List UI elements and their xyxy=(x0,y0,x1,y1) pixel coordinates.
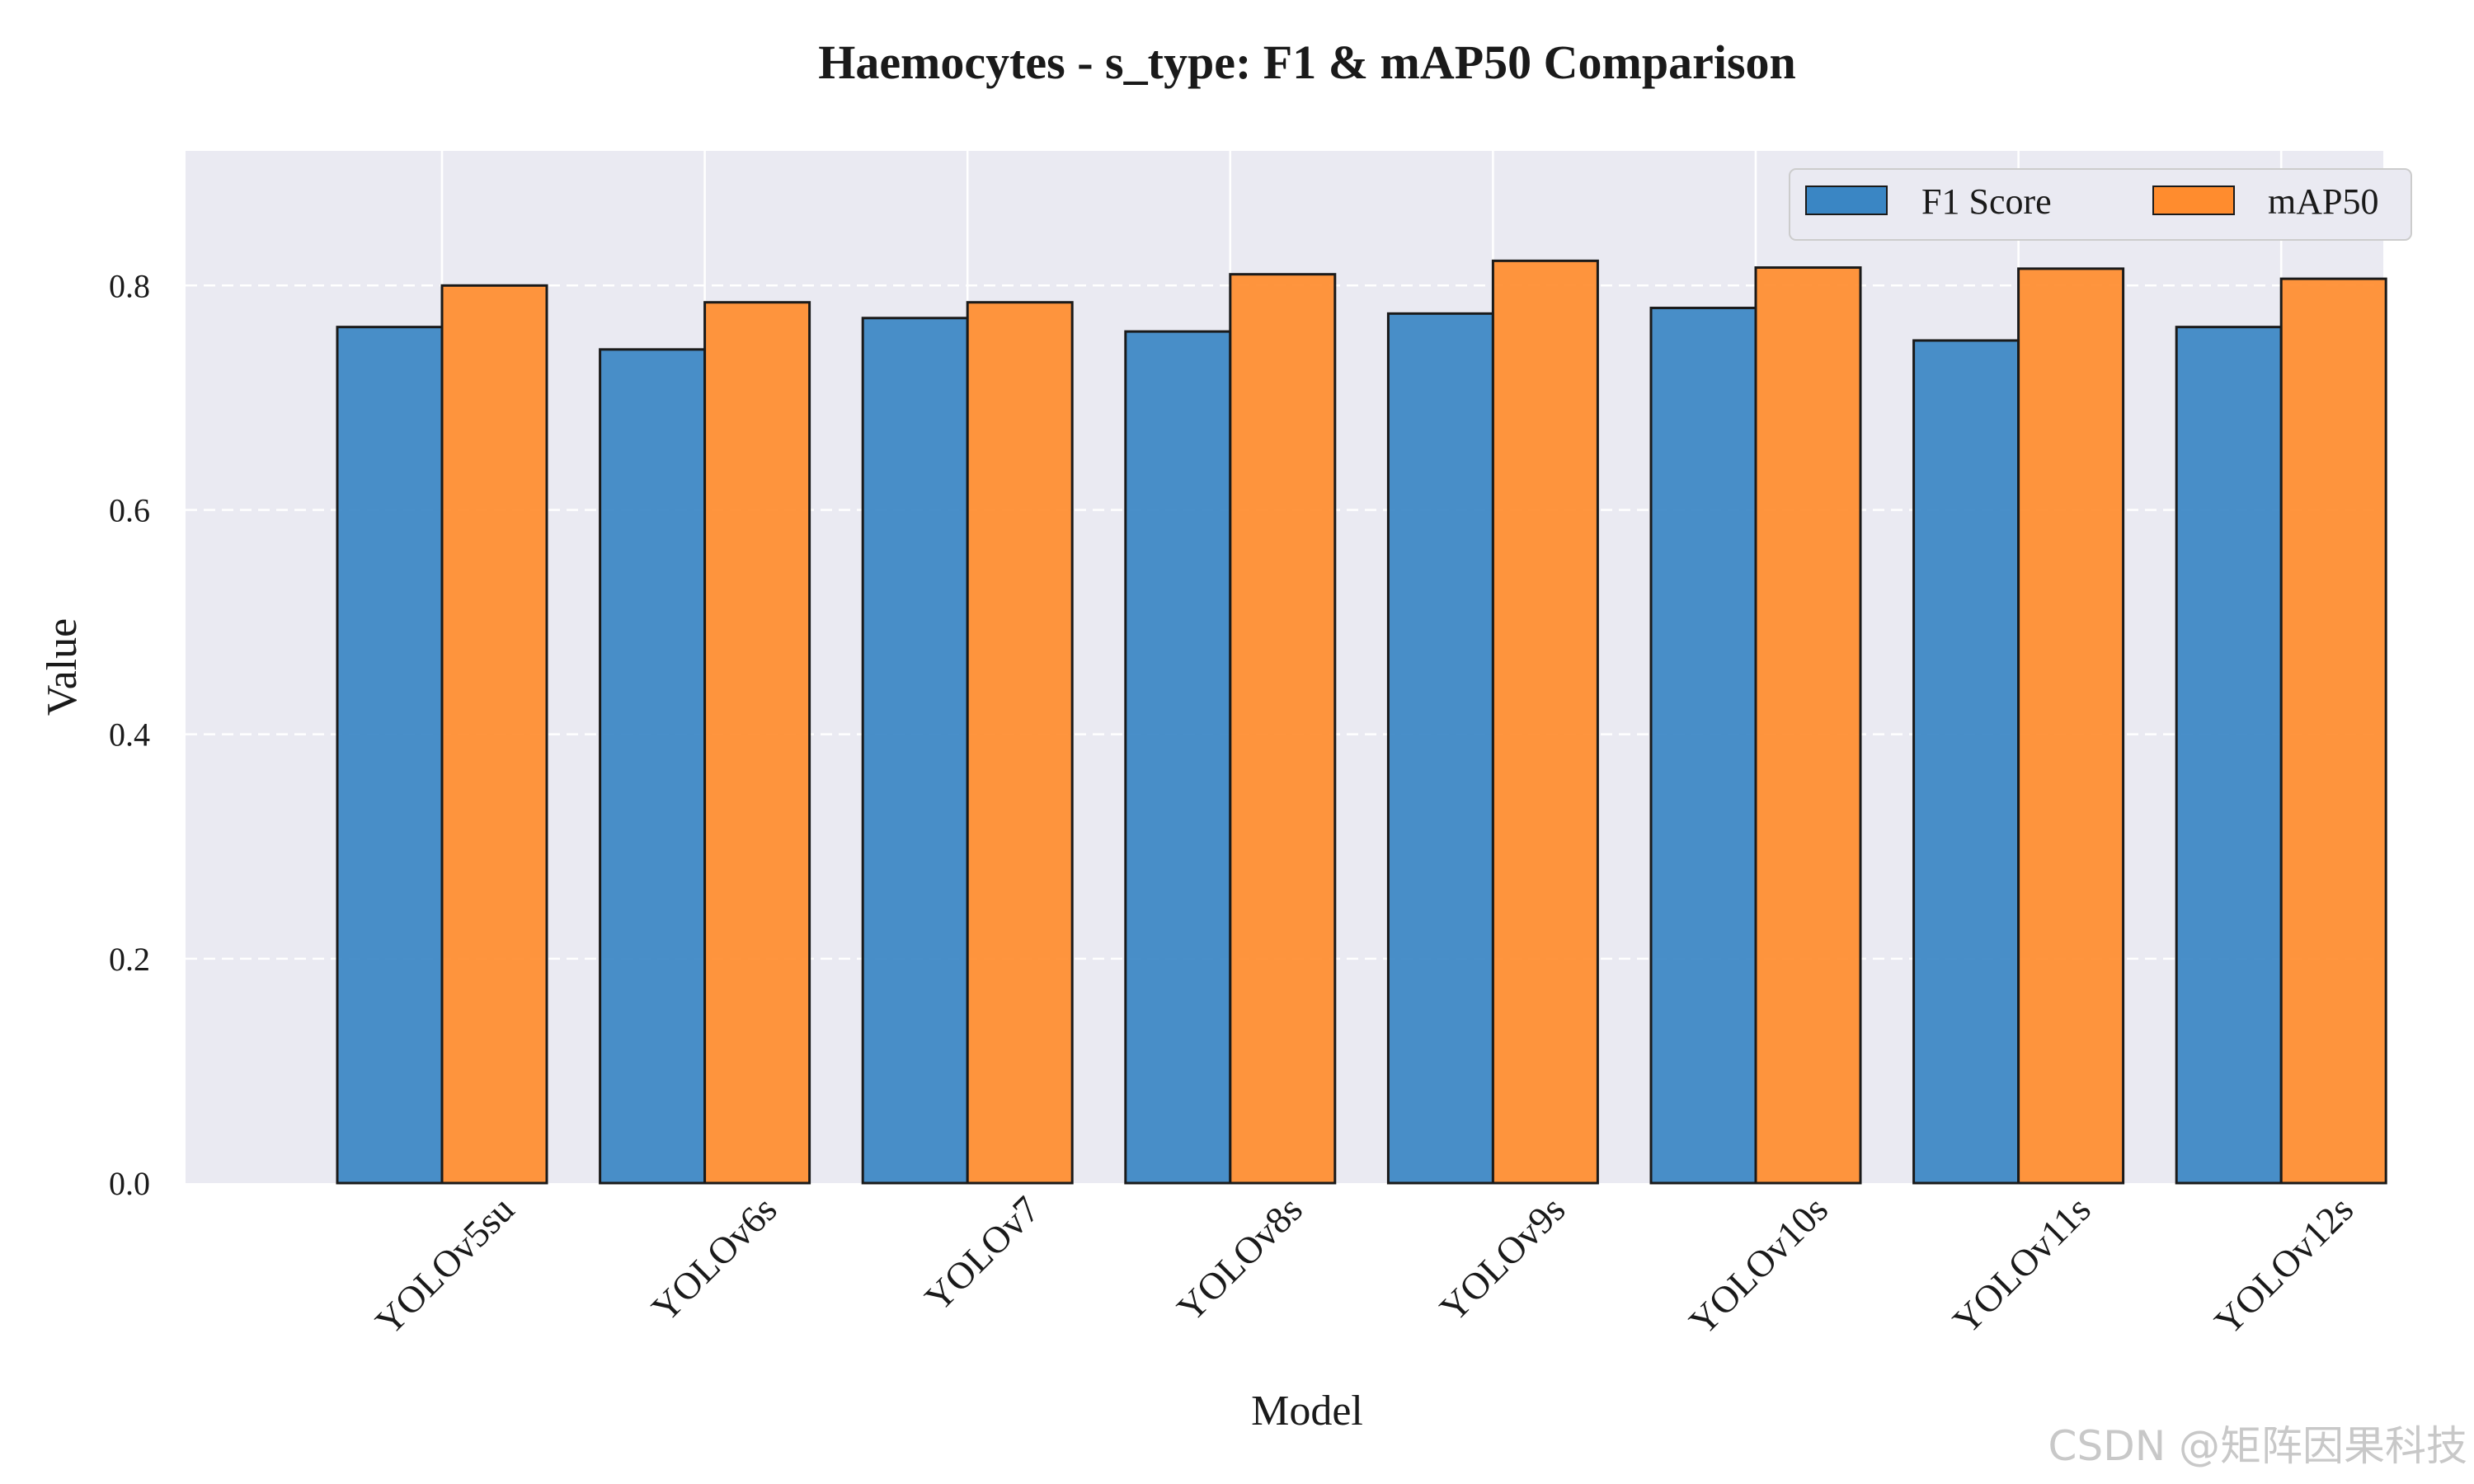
bar-map50-yolov5su xyxy=(440,284,548,1185)
legend: F1 Score mAP50 xyxy=(1789,168,2412,241)
x-tick-label-1: YOLOv6s xyxy=(643,1188,785,1330)
legend-label-map50: mAP50 xyxy=(2268,181,2378,222)
x-tick-layer: YOLOv5su YOLOv6s YOLOv7 YOLOv8s YOLOv9s YOLOv… xyxy=(367,1188,2361,1343)
legend-box xyxy=(1789,168,2412,241)
bar-map50-yolov7 xyxy=(966,301,1074,1185)
bar-map50-yolov12s xyxy=(2279,277,2387,1185)
bar-map50-yolov8s xyxy=(1229,273,1337,1185)
y-tick-label-2: 0.4 xyxy=(109,716,150,754)
bar-map50-yolov9s xyxy=(1491,259,1599,1185)
y-axis-label: Value xyxy=(39,618,86,716)
x-tick-label-6: YOLOv11s xyxy=(1945,1188,2099,1342)
bar-f1-yolov9s xyxy=(1386,312,1494,1185)
bar-f1-yolov7 xyxy=(861,317,969,1185)
bar-f1-yolov10s xyxy=(1649,307,1757,1185)
x-axis-label: Model xyxy=(1251,1388,1363,1435)
x-tick-label-5: YOLOv10s xyxy=(1681,1188,1836,1343)
watermark: CSDN @矩阵因果科技 xyxy=(2048,1422,2467,1470)
y-tick-layer: 0.0 0.2 0.4 0.6 0.8 xyxy=(109,267,150,1202)
chart-title: Haemocytes - s_type: F1 & mAP50 Comparis… xyxy=(818,35,1796,89)
bar-map50-yolov11s xyxy=(2017,267,2125,1185)
x-tick-label-4: YOLOv9s xyxy=(1432,1188,1573,1330)
y-tick-label-3: 0.6 xyxy=(109,491,150,528)
legend-swatch-f1 xyxy=(1805,186,1888,215)
x-tick-label-3: YOLOv8s xyxy=(1169,1188,1310,1330)
y-tick-label-0: 0.0 xyxy=(109,1165,150,1202)
bar-f1-yolov6s xyxy=(599,348,707,1185)
bars-layer xyxy=(336,259,2387,1185)
bar-f1-yolov5su xyxy=(336,326,444,1185)
x-tick-label-7: YOLOv12s xyxy=(2206,1188,2361,1343)
bar-f1-yolov12s xyxy=(2175,326,2283,1185)
legend-label-f1: F1 Score xyxy=(1921,181,2052,222)
bar-map50-yolov6s xyxy=(703,301,811,1185)
y-tick-label-4: 0.8 xyxy=(109,267,150,304)
x-tick-label-0: YOLOv5su xyxy=(367,1188,522,1343)
y-tick-label-1: 0.2 xyxy=(109,941,150,978)
bar-f1-yolov8s xyxy=(1124,330,1232,1185)
x-tick-label-2: YOLOv7 xyxy=(916,1188,1047,1319)
bar-f1-yolov11s xyxy=(1912,339,2020,1185)
bar-map50-yolov10s xyxy=(1754,266,1862,1185)
legend-swatch-map50 xyxy=(2152,186,2235,215)
